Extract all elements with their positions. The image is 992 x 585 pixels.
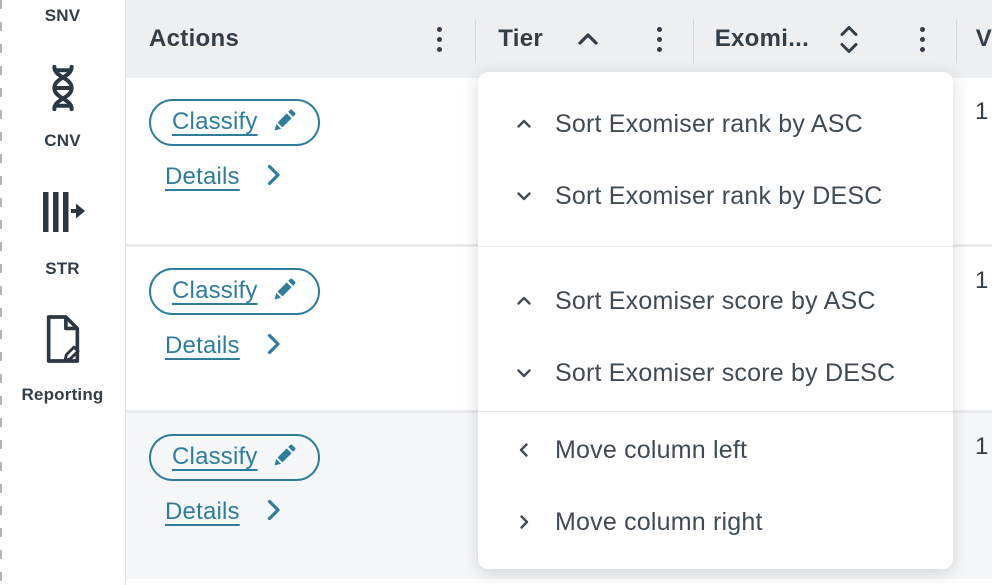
tier-column-menu-kebab-icon[interactable]: [655, 25, 664, 54]
cell-value: 1: [975, 98, 989, 125]
chevron-right-icon: [513, 512, 534, 532]
menu-item-sort-rank-desc[interactable]: Sort Exomiser rank by DESC: [478, 160, 953, 232]
variants-table: Actions Tier Exomi...: [125, 0, 992, 585]
sidebar-item-snv[interactable]: SNV: [0, 6, 125, 26]
chevron-down-icon: [513, 363, 534, 383]
details-link-label: Details: [165, 163, 240, 190]
column-header-actions-label: Actions: [149, 25, 240, 52]
menu-item-label: Sort Exomiser score by DESC: [555, 358, 896, 387]
classify-button[interactable]: Classify: [149, 99, 320, 146]
menu-item-label: Sort Exomiser score by ASC: [555, 286, 876, 315]
menu-item-label: Move column right: [555, 507, 763, 536]
menu-item-label: Sort Exomiser rank by ASC: [555, 109, 863, 138]
tier-sort-asc-chevron-up-icon: [577, 32, 599, 46]
column-header-v[interactable]: V: [957, 0, 992, 78]
exomiser-sort-asc-desc-icon[interactable]: [839, 24, 859, 55]
dna-icon: [40, 64, 86, 112]
document-pencil-icon: [41, 314, 85, 364]
chevron-up-icon: [513, 291, 534, 311]
pencil-icon: [273, 278, 296, 304]
chevron-left-icon: [513, 440, 534, 460]
classify-button-label: Classify: [172, 443, 258, 470]
pencil-icon: [273, 109, 296, 135]
menu-item-sort-score-desc[interactable]: Sort Exomiser score by DESC: [478, 337, 953, 409]
cell-value: 1: [975, 267, 989, 294]
details-link-label: Details: [165, 332, 240, 359]
sidebar-item-reporting[interactable]: Reporting: [0, 314, 125, 405]
chevron-right-icon: [267, 499, 281, 526]
pencil-icon: [273, 444, 296, 470]
classify-button-label: Classify: [172, 108, 258, 135]
column-header-exomiser-label: Exomi...: [714, 25, 810, 52]
sidebar-item-str-label: STR: [45, 259, 80, 278]
chevron-right-icon: [267, 164, 281, 191]
classify-button[interactable]: Classify: [149, 268, 320, 315]
menu-item-label: Move column left: [555, 435, 748, 464]
sidebar-item-cnv[interactable]: CNV: [0, 64, 125, 151]
bars-arrow-icon: [40, 191, 86, 233]
menu-item-move-column-right[interactable]: Move column right: [478, 486, 953, 558]
chevron-down-icon: [513, 186, 534, 206]
sidebar: SNV CNV STR: [0, 0, 125, 585]
actions-column-menu-kebab-icon[interactable]: [435, 25, 444, 54]
details-link[interactable]: Details: [165, 498, 281, 526]
menu-item-sort-score-asc[interactable]: Sort Exomiser score by ASC: [478, 265, 953, 337]
classify-button[interactable]: Classify: [149, 434, 320, 481]
column-header-actions[interactable]: Actions: [126, 0, 477, 78]
menu-group-move-column: Move column left Move column right: [478, 411, 953, 569]
column-header-tier[interactable]: Tier: [476, 0, 695, 78]
cell-value: 1: [975, 433, 989, 460]
table-header-row: Actions Tier Exomi...: [126, 0, 992, 78]
chevron-up-icon: [513, 114, 534, 134]
menu-group-sort-rank: Sort Exomiser rank by ASC Sort Exomiser …: [478, 72, 953, 246]
sidebar-item-reporting-label: Reporting: [21, 385, 104, 404]
left-edge-artifact: [0, 0, 2, 585]
sidebar-item-str[interactable]: STR: [0, 191, 125, 279]
column-header-exomiser[interactable]: Exomi...: [694, 0, 957, 78]
chevron-right-icon: [267, 333, 281, 360]
menu-item-label: Sort Exomiser rank by DESC: [555, 181, 883, 210]
details-link[interactable]: Details: [165, 163, 281, 191]
menu-item-sort-rank-asc[interactable]: Sort Exomiser rank by ASC: [478, 88, 953, 160]
menu-item-move-column-left[interactable]: Move column left: [478, 414, 953, 486]
details-link[interactable]: Details: [165, 332, 281, 360]
column-header-tier-label: Tier: [498, 25, 544, 52]
sidebar-item-snv-label: SNV: [44, 6, 81, 25]
column-header-v-label: V: [975, 25, 992, 52]
exomiser-column-menu-kebab-icon[interactable]: [918, 25, 927, 54]
sidebar-item-cnv-label: CNV: [44, 131, 81, 150]
menu-group-sort-score: Sort Exomiser score by ASC Sort Exomiser…: [478, 246, 953, 411]
details-link-label: Details: [165, 498, 240, 525]
exomiser-column-dropdown-menu: Sort Exomiser rank by ASC Sort Exomiser …: [478, 72, 953, 569]
classify-button-label: Classify: [172, 277, 258, 304]
